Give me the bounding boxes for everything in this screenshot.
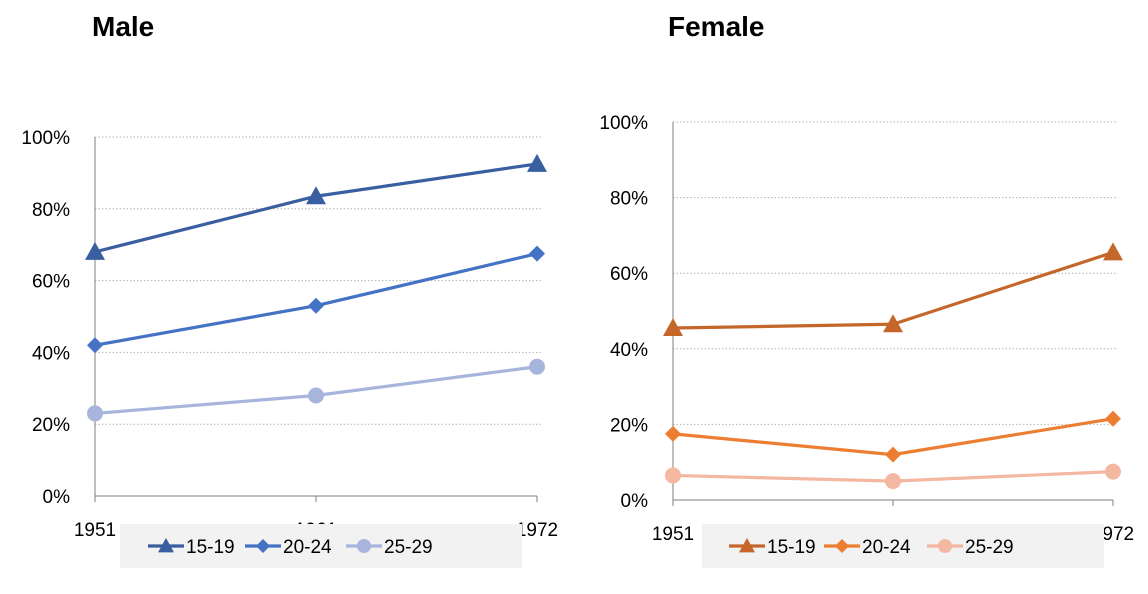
male-chart: Male 0%20%40%60%80%100%19511961197215-19…	[21, 11, 558, 568]
female-legend-25-29-label: 25-29	[965, 537, 1014, 558]
female-y-tick-label: 0%	[621, 491, 649, 512]
male-legend: 15-19 20-24 25-29	[120, 524, 522, 568]
male-y-tick-label: 40%	[32, 343, 70, 364]
male-series-25-29-point	[529, 358, 545, 375]
male-x-tick-label: 1972	[516, 520, 558, 541]
female-y-tick-label: 20%	[610, 415, 648, 436]
male-series-15-19-line	[94, 162, 538, 254]
female-series-20-24-point	[665, 425, 681, 442]
female-y-tick-label: 60%	[610, 264, 648, 285]
male-y-tick-label: 100%	[21, 128, 70, 149]
male-x-tick-label: 1951	[74, 520, 116, 541]
male-legend-25-29-swatch-marker	[357, 539, 371, 553]
female-y-tick-label: 100%	[599, 113, 648, 134]
male-series-20-24-point	[308, 297, 324, 314]
female-legend-15-19-swatch-marker	[739, 538, 755, 553]
female-series-15-19-point	[663, 318, 683, 337]
female-x-tick-label: 1951	[652, 524, 694, 545]
male-legend-20-24-swatch-marker	[256, 539, 270, 553]
male-series-20-24-point	[87, 337, 103, 354]
female-legend-20-24-swatch-marker	[835, 539, 849, 553]
female-chart: Female 0%20%40%60%80%100%19511961197215-…	[599, 11, 1134, 568]
male-series-15-19-point	[527, 153, 547, 172]
female-legend-20-24-label: 20-24	[862, 537, 911, 558]
male-y-tick-label: 20%	[32, 415, 70, 436]
female-series-25-29-point	[885, 473, 901, 490]
female-legend-box	[702, 524, 1104, 568]
female-series-15-19-point	[1103, 242, 1123, 261]
male-y-tick-label: 80%	[32, 200, 70, 221]
male-y-tick-label: 0%	[43, 487, 71, 508]
female-legend-15-19-label: 15-19	[767, 537, 816, 558]
male-series-25-29-point	[308, 387, 324, 404]
male-series-15-19-point	[85, 241, 105, 260]
male-legend-15-19-label: 15-19	[186, 537, 235, 558]
male-y-tick-label: 60%	[32, 272, 70, 293]
female-series-20-24-point	[885, 446, 901, 463]
male-series-25-29-point	[87, 405, 103, 422]
male-series-15-19-point	[306, 186, 326, 205]
male-legend-15-19-swatch-marker	[158, 538, 174, 553]
female-series-25-29-point	[665, 467, 681, 484]
female-legend: 15-19 20-24 25-29	[702, 524, 1104, 568]
male-series-20-24-point	[529, 245, 545, 262]
female-series-25-29-point	[1105, 463, 1121, 480]
male-chart-title: Male	[92, 11, 154, 42]
male-legend-box	[120, 524, 522, 568]
female-y-tick-label: 40%	[610, 340, 648, 361]
female-series-20-24-point	[1105, 410, 1121, 427]
female-series-15-19-point	[883, 314, 903, 333]
female-chart-title: Female	[668, 11, 765, 42]
female-y-tick-label: 80%	[610, 189, 648, 210]
male-legend-20-24-label: 20-24	[283, 537, 332, 558]
male-legend-25-29-label: 25-29	[384, 537, 433, 558]
female-legend-25-29-swatch-marker	[938, 539, 952, 553]
